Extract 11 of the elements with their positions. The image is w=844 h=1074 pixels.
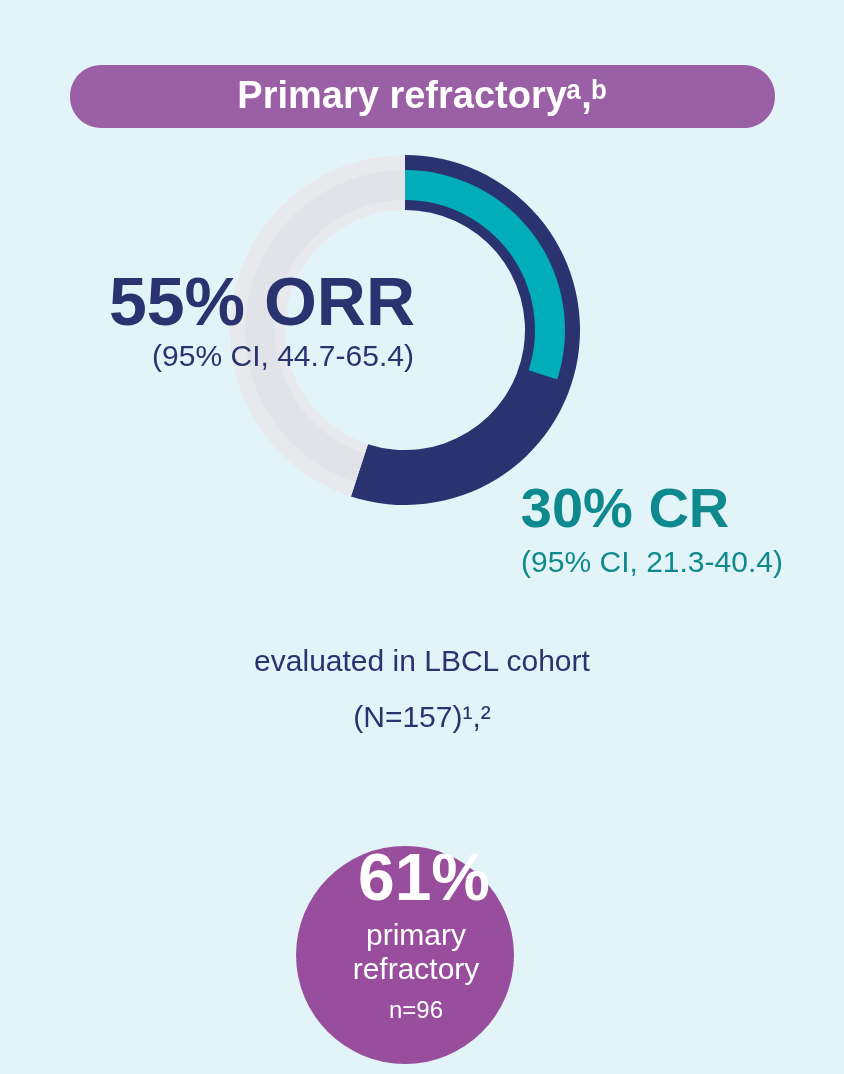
text: (95% CI, 21.3-40.4) (521, 545, 783, 578)
text: evaluated in LBCL cohort (254, 644, 591, 677)
text: 30% CR (520, 476, 730, 539)
text: (95% CI, 44.7-65.4) (152, 339, 414, 372)
text: (N=157)¹,² (353, 700, 491, 733)
chart-title: Primary refractoryᵃ,ᵇ (237, 74, 607, 116)
text: primary (365, 918, 467, 951)
text: n=96 (388, 996, 444, 1023)
text: 55% ORR (108, 263, 416, 339)
text: refractory (352, 952, 480, 985)
text: 61% (357, 840, 491, 914)
